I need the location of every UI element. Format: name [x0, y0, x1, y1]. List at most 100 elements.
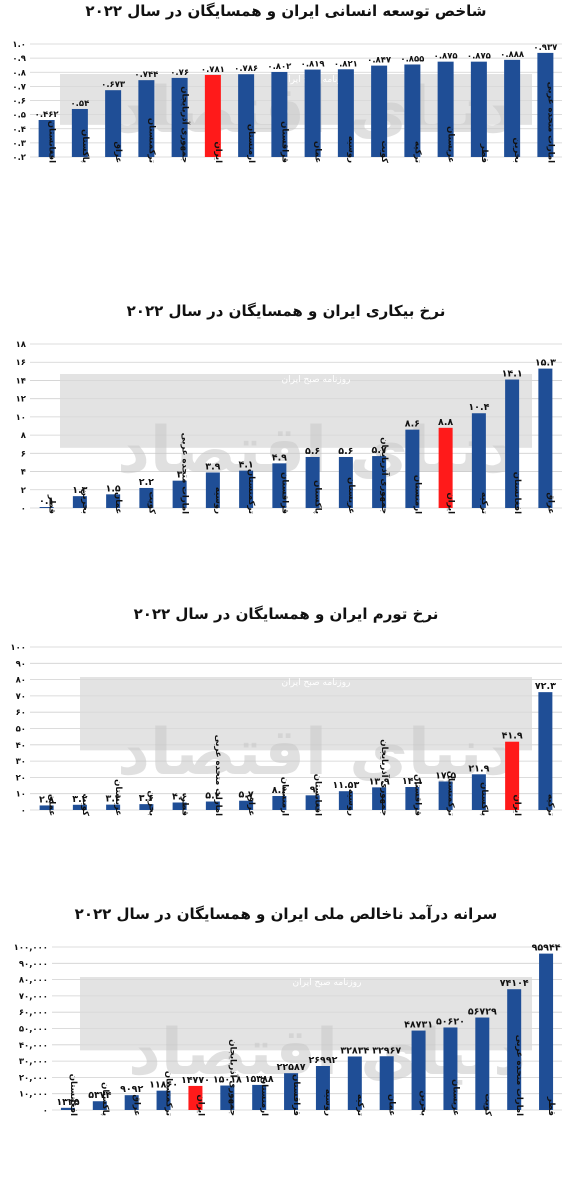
bar	[138, 80, 155, 157]
data-label: ۵.۷	[372, 445, 387, 456]
bar	[505, 741, 520, 810]
x-tick-label: روسیه	[213, 487, 223, 514]
x-tick-label: بحرین	[512, 138, 522, 163]
bar	[238, 74, 255, 157]
y-tick-label: ۱۸	[16, 340, 27, 350]
bar	[405, 787, 420, 810]
bar	[106, 494, 121, 508]
data-label: ۵۰۶۲۰	[436, 1016, 465, 1027]
bar	[504, 59, 521, 157]
x-tick-label: عمان	[113, 492, 123, 514]
y-tick-label: ۱۰۰	[10, 643, 26, 653]
x-tick-label: جمهوری آذربایجان	[227, 1039, 239, 1116]
bar	[172, 480, 187, 508]
data-label: ۸.۶	[272, 785, 287, 796]
y-tick-label: ۰.۴	[12, 125, 26, 135]
x-tick-label: عراق	[113, 141, 123, 163]
data-label: ۴.۹	[272, 452, 287, 463]
bar	[538, 692, 553, 810]
y-tick-label: ۱۴	[16, 376, 26, 386]
bar	[338, 791, 353, 810]
data-label: ۰.۸۱۹	[301, 60, 326, 70]
data-label: ۰.۸۲۱	[334, 59, 358, 69]
x-tick-label: ترکیه	[479, 492, 489, 514]
data-label: ۳۲۸۳۴	[340, 1045, 369, 1056]
y-tick-label: ۶۰	[16, 708, 26, 718]
data-label: ۱۳.۹	[369, 776, 390, 787]
bar	[204, 74, 221, 157]
bar	[139, 804, 154, 810]
x-tick-label: عراق	[132, 1094, 142, 1116]
bar	[220, 1085, 235, 1110]
watermark-band	[60, 374, 532, 448]
y-tick-label: ۸۰	[16, 676, 26, 686]
bar	[304, 69, 321, 157]
bar	[38, 119, 55, 157]
y-tick-label: ۹۰	[16, 659, 26, 669]
x-tick-label: امارات متحده عربی	[514, 1035, 524, 1116]
data-label: ۰.۸۸۸	[500, 50, 525, 60]
chart-inflation: ۰ ۱۰ ۲۰ ۳۰ ۴۰ ۵۰ ۶۰ ۷۰ ۸۰ ۹۰ ۱۰۰ دنیای اقتصاد روزنام…	[10, 643, 562, 817]
y-tick-label: ۲۰	[16, 773, 26, 783]
data-label: ۳.۶	[139, 793, 154, 804]
x-tick-label: قزاقستان	[412, 774, 422, 816]
x-tick-label: قطر	[546, 1096, 556, 1116]
x-tick-label: جمهوری آذربایجان	[379, 437, 391, 514]
data-label: ۵.۶	[305, 446, 320, 457]
bar	[338, 456, 353, 508]
data-label: ۱.۳	[72, 485, 87, 496]
data-label: ۸.۸	[438, 417, 453, 428]
x-tick-label: عربستان	[446, 126, 456, 163]
bar	[156, 1090, 171, 1110]
bar	[347, 1056, 362, 1110]
data-label: ۱۵۰۱۸	[213, 1075, 242, 1086]
bar	[272, 795, 287, 810]
x-tick-label: کویت	[80, 794, 90, 817]
bar	[379, 1056, 394, 1110]
bar	[305, 456, 320, 508]
x-tick-label: جمهوری آذربایجان	[180, 86, 192, 163]
y-tick-label: ۰.۵	[12, 111, 26, 121]
y-tick-label: ۰	[43, 1106, 48, 1116]
x-tick-label: امارات متحده عربی	[545, 82, 555, 163]
bar	[39, 805, 54, 810]
x-tick-label: پاکستان	[80, 129, 90, 163]
x-tick-label: قطر	[47, 494, 57, 514]
x-tick-label: افغانستان	[47, 121, 57, 163]
data-label: ۰.۷۶	[170, 68, 189, 78]
y-tick-label: ۳۰,۰۰۰	[19, 1057, 48, 1067]
bar	[438, 781, 453, 810]
chart-gni: ۰ ۱۰,۰۰۰ ۲۰,۰۰۰ ۳۰,۰۰۰ ۴۰,۰۰۰ ۵۰,۰۰۰ ۶۰,۰۰۰ ۷۰,…	[14, 943, 562, 1116]
y-tick-label: ۱۰,۰۰۰	[19, 1090, 48, 1100]
data-label: ۰.۷۴۴	[134, 70, 158, 80]
y-tick-label: ۰.۳	[12, 139, 26, 149]
data-label: ۳.۲	[72, 794, 87, 805]
bar	[205, 801, 220, 810]
data-label: ۴.۱	[239, 460, 254, 471]
bar	[252, 1084, 267, 1110]
data-label: ۱۵۳۸۸	[245, 1074, 274, 1085]
x-tick-label: ترکمنستان	[164, 1071, 174, 1116]
y-tick-label: ۷۰	[16, 692, 26, 702]
x-tick-label: بحرین	[146, 791, 156, 816]
data-label: ۱۰.۴	[468, 402, 489, 413]
bar	[272, 463, 287, 508]
x-tick-label: افغانستان	[313, 774, 323, 816]
y-tick-label: ۴۰	[16, 741, 26, 751]
y-tick-label: ۰.۸	[12, 68, 26, 78]
x-tick-label: ترکیه	[355, 1094, 365, 1116]
data-label: ۷۴۱۰۴	[500, 978, 529, 989]
y-tick-label: ۲	[21, 486, 27, 496]
watermark-tagline: روزنامه صبح ایران	[282, 375, 351, 385]
y-tick-label: ۸۰,۰۰۰	[19, 976, 48, 986]
x-tick-label: افغانستان	[512, 472, 522, 514]
data-label: ۱.۵	[106, 483, 121, 494]
bar	[411, 1030, 426, 1110]
x-tick-label: قزاقستان	[279, 472, 289, 514]
bar	[124, 1095, 139, 1110]
x-tick-label: ایران	[213, 141, 223, 163]
x-tick-label: ایران	[195, 1094, 205, 1116]
y-tick-label: ۰	[21, 504, 26, 514]
data-label: ۸.۶	[405, 419, 420, 430]
data-label: ۳	[177, 470, 183, 481]
